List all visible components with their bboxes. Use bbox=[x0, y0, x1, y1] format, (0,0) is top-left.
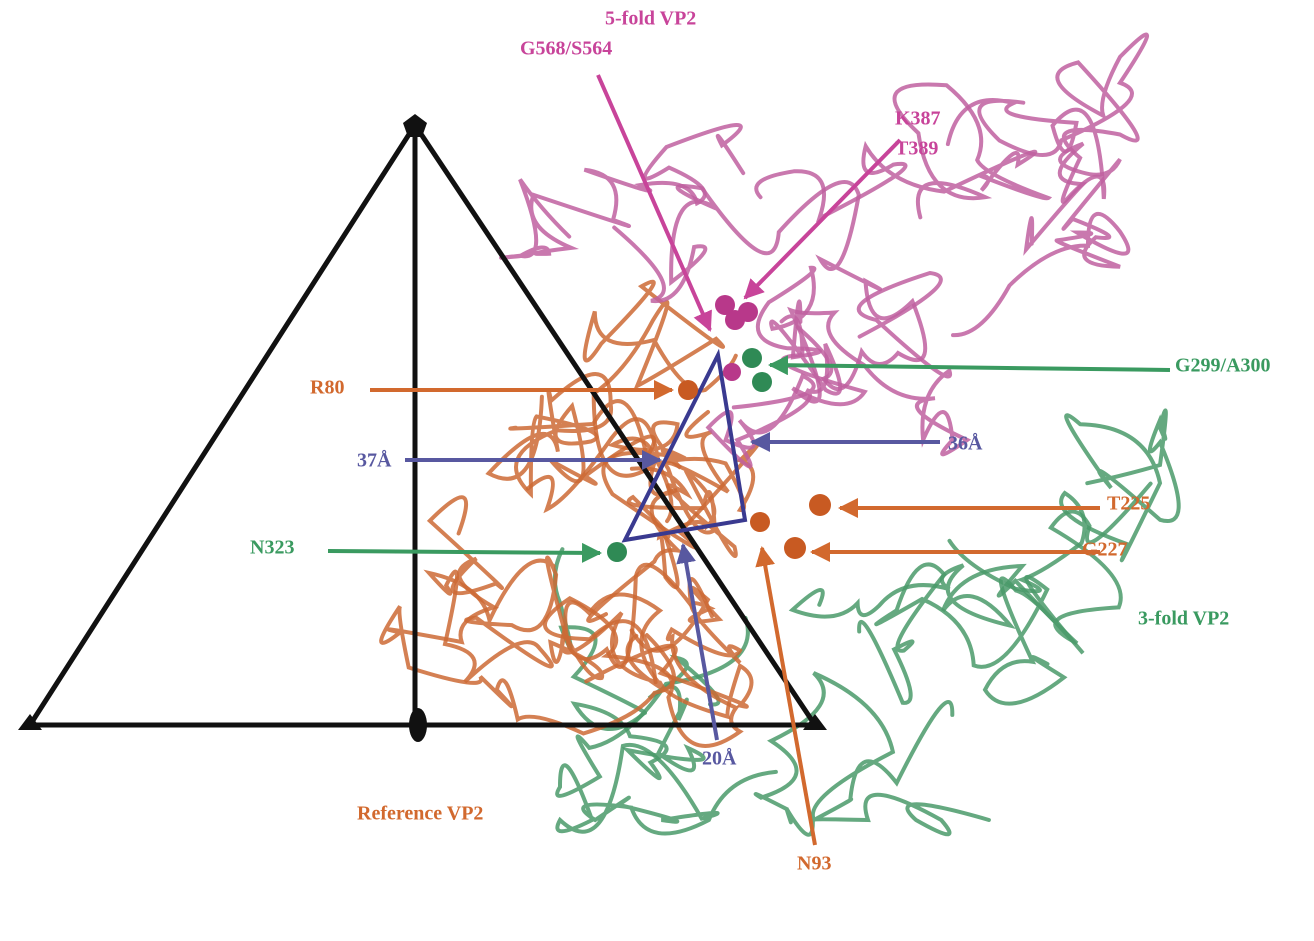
residue-label: G227 bbox=[1082, 539, 1128, 561]
residue-label: T225 bbox=[1107, 493, 1150, 515]
chain-label: 3-fold VP2 bbox=[1138, 608, 1229, 630]
figure: 5-fold VP2 G568/S564 K387 T389 G299/A300… bbox=[0, 0, 1314, 941]
pink-ribbon bbox=[614, 182, 925, 389]
residue-label: K387 bbox=[895, 108, 941, 130]
green-ribbon bbox=[859, 564, 1083, 703]
residue-label: G299/A300 bbox=[1175, 355, 1271, 377]
pink-ribbon bbox=[501, 125, 743, 258]
residue-label: R80 bbox=[310, 377, 344, 399]
protein-ribbons bbox=[381, 34, 1179, 834]
residue-label: N93 bbox=[797, 853, 831, 875]
page: 5-fold VP2 G568/S564 K387 T389 G299/A300… bbox=[0, 0, 1314, 941]
chain-label: Reference VP2 bbox=[357, 803, 483, 825]
distance-label: 20Å bbox=[702, 747, 737, 770]
pink-ribbon bbox=[953, 144, 1128, 336]
distance-label: 37Å bbox=[357, 449, 392, 472]
distance-label: 36Å bbox=[948, 432, 983, 455]
chain-label: 5-fold VP2 bbox=[605, 8, 696, 30]
residue-label: T389 bbox=[895, 138, 938, 160]
residue-label: G568/S564 bbox=[520, 38, 612, 60]
orange-ribbon bbox=[545, 588, 740, 746]
residue-label: N323 bbox=[250, 537, 294, 559]
